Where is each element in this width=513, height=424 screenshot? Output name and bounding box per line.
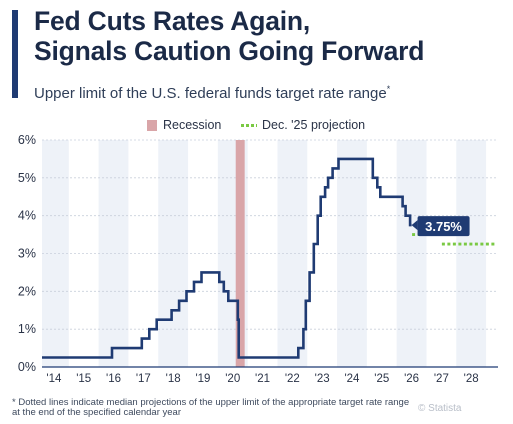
y-tick-label: 5%	[18, 171, 36, 185]
x-tick-label: '28	[464, 373, 479, 385]
subtitle-text: Upper limit of the U.S. federal funds ta…	[34, 85, 387, 102]
footnote-line-1: * Dotted lines indicate median projectio…	[12, 397, 410, 408]
callout-box	[417, 216, 470, 237]
x-tick-label: '27	[434, 373, 449, 385]
title-line-2: Signals Caution Going Forward	[34, 36, 425, 66]
x-tick-label: '22	[285, 373, 300, 385]
x-tick-label: '19	[195, 373, 210, 385]
callout-pointer	[411, 220, 418, 231]
y-tick-label: 4%	[18, 209, 36, 223]
footnote-line-2: at the end of the specified calendar yea…	[12, 407, 182, 418]
rate-line	[42, 157, 412, 359]
title-line-1: Fed Cuts Rates Again,	[34, 6, 311, 36]
subtitle-footnote-mark: *	[386, 84, 391, 94]
x-tick-label: '25	[374, 373, 389, 385]
recession-legend-swatch	[147, 120, 157, 131]
x-tick-label: '20	[225, 373, 240, 385]
y-tick-label: 6%	[18, 134, 36, 147]
projection-legend-label: Dec. '25 projection	[262, 118, 366, 132]
source-credit: © Statista	[418, 403, 462, 414]
recession-band	[235, 140, 245, 367]
current-rate-callout: 3.75%	[411, 216, 470, 237]
y-tick-label: 2%	[18, 284, 36, 298]
x-tick-label: '24	[344, 373, 360, 385]
title-accent-bar	[12, 10, 18, 98]
chart-subtitle: Upper limit of the U.S. federal funds ta…	[34, 84, 504, 102]
y-tick-label: 0%	[18, 360, 36, 374]
x-tick-label: '17	[136, 373, 151, 385]
y-tick-label: 3%	[18, 247, 36, 261]
chart-title: Fed Cuts Rates Again, Signals Caution Go…	[34, 6, 504, 66]
x-tick-label: '18	[166, 373, 181, 385]
x-tick-label: '15	[76, 373, 91, 385]
x-tick-label: '14	[46, 373, 62, 385]
x-tick-label: '23	[315, 373, 330, 385]
y-tick-label: 1%	[18, 322, 36, 336]
fed-rate-chart: 0% 1% 2% 3% 4% 5% 6% '14 '15 '16 '17 '18 '19 '20 '21 '2…	[18, 134, 498, 385]
x-tick-label: '16	[106, 373, 121, 385]
x-tick-label: '26	[404, 373, 419, 385]
footnote: * Dotted lines indicate median projectio…	[12, 398, 502, 418]
recession-legend-label: Recession	[163, 118, 222, 132]
x-tick-label: '21	[255, 373, 270, 385]
callout-label: 3.75%	[425, 219, 462, 234]
chart-legend: Recession Dec. '25 projection	[0, 118, 513, 134]
projection-legend-swatch	[241, 124, 257, 127]
